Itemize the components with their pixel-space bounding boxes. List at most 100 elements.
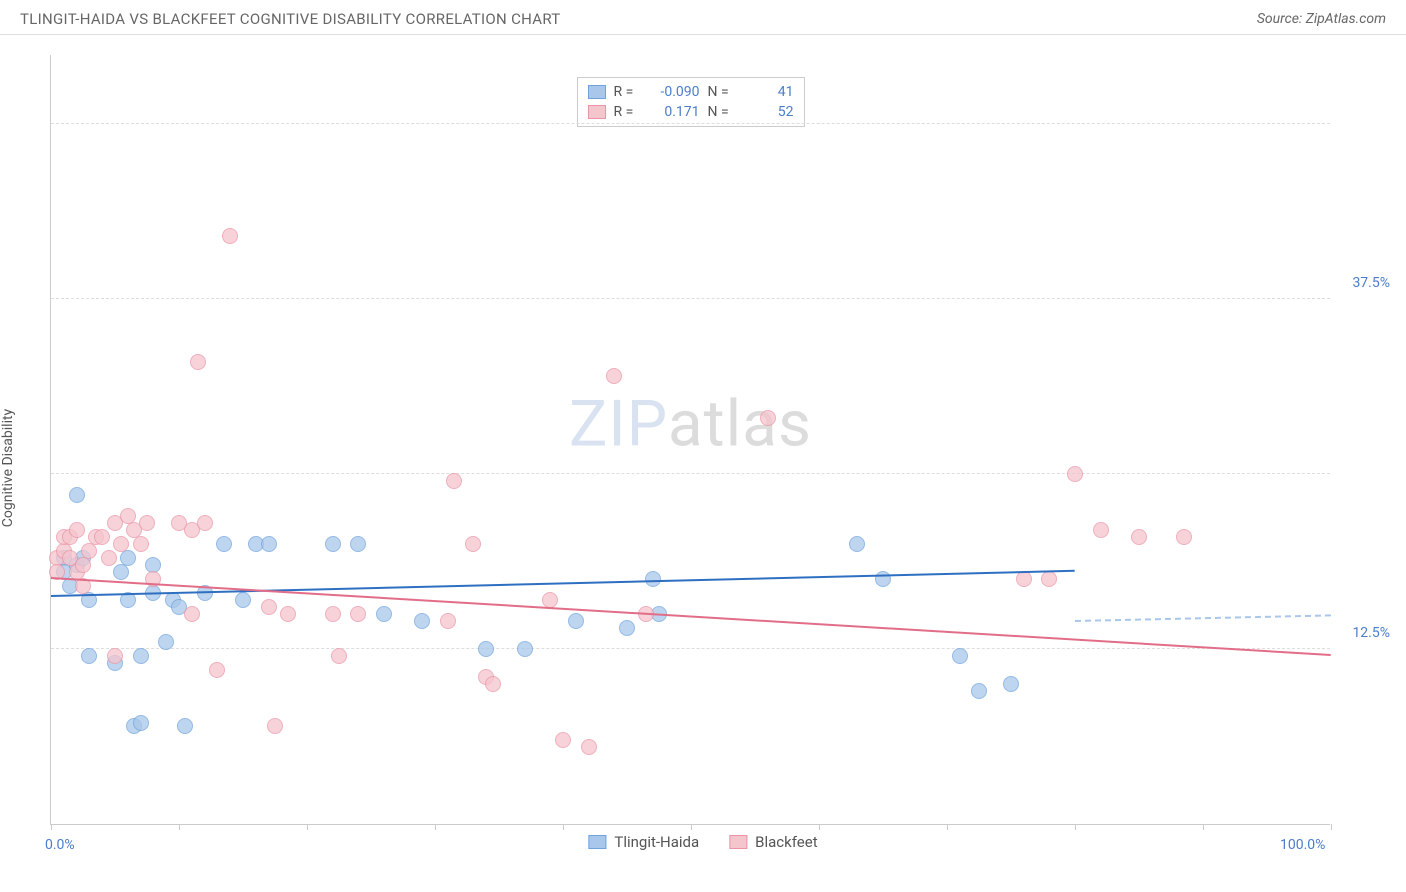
data-point: [158, 634, 174, 650]
watermark-part1: ZIP: [569, 387, 668, 462]
data-point: [216, 536, 232, 552]
data-point: [261, 599, 277, 615]
x-tick: [691, 824, 692, 830]
data-point: [235, 592, 251, 608]
trend-line-dashed: [1075, 615, 1331, 623]
legend-r-value: 0.171: [650, 104, 700, 120]
x-tick: [819, 824, 820, 830]
legend-row: R = -0.090 N = 41: [588, 82, 794, 102]
x-tick: [307, 824, 308, 830]
data-point: [184, 606, 200, 622]
correlation-legend: R = -0.090 N = 41 R = 0.171 N = 52: [577, 77, 805, 127]
chart-header: TLINGIT-HAIDA VS BLACKFEET COGNITIVE DIS…: [0, 0, 1406, 35]
legend-row: R = 0.171 N = 52: [588, 102, 794, 122]
data-point: [619, 620, 635, 636]
data-point: [478, 641, 494, 657]
x-tick-label: 100.0%: [1280, 837, 1325, 853]
x-tick: [51, 824, 52, 830]
x-tick-label: 0.0%: [45, 837, 75, 853]
data-point: [376, 606, 392, 622]
legend-swatch: [588, 85, 606, 99]
data-point: [414, 613, 430, 629]
data-point: [971, 683, 987, 699]
gridline: [51, 298, 1330, 299]
x-tick: [1203, 824, 1204, 830]
data-point: [209, 662, 225, 678]
legend-series-name: Blackfeet: [755, 833, 817, 851]
data-point: [113, 536, 129, 552]
data-point: [197, 515, 213, 531]
x-tick: [947, 824, 948, 830]
data-point: [1016, 571, 1032, 587]
gridline: [51, 648, 1330, 649]
data-point: [190, 354, 206, 370]
data-point: [1041, 571, 1057, 587]
watermark-part2: atlas: [668, 387, 812, 462]
data-point: [645, 571, 661, 587]
gridline: [51, 473, 1330, 474]
legend-swatch: [729, 835, 747, 849]
legend-n-label: N =: [708, 104, 736, 120]
y-tick-label: 37.5%: [1352, 275, 1390, 291]
x-tick: [1075, 824, 1076, 830]
data-point: [177, 718, 193, 734]
legend-item: Tlingit-Haida: [588, 833, 699, 851]
data-point: [280, 606, 296, 622]
data-point: [555, 732, 571, 748]
chart-title: TLINGIT-HAIDA VS BLACKFEET COGNITIVE DIS…: [20, 10, 561, 28]
data-point: [1093, 522, 1109, 538]
data-point: [75, 557, 91, 573]
x-tick: [1331, 824, 1332, 830]
legend-n-label: N =: [708, 84, 736, 100]
data-point: [107, 648, 123, 664]
y-axis-label: Cognitive Disability: [0, 409, 16, 527]
legend-swatch: [588, 105, 606, 119]
data-point: [568, 613, 584, 629]
data-point: [222, 228, 238, 244]
data-point: [81, 543, 97, 559]
data-point: [1176, 529, 1192, 545]
data-point: [101, 550, 117, 566]
data-point: [325, 536, 341, 552]
chart-wrapper: Cognitive Disability ZIPatlas R = -0.090 N…: [0, 35, 1406, 885]
data-point: [133, 715, 149, 731]
data-point: [261, 536, 277, 552]
data-point: [267, 718, 283, 734]
data-point: [440, 613, 456, 629]
legend-r-value: -0.090: [650, 84, 700, 100]
data-point: [1003, 676, 1019, 692]
trend-line: [51, 570, 1075, 597]
legend-n-value: 41: [744, 84, 794, 100]
legend-swatch: [588, 835, 606, 849]
watermark: ZIPatlas: [569, 387, 812, 462]
data-point: [446, 473, 462, 489]
data-point: [81, 648, 97, 664]
data-point: [517, 641, 533, 657]
chart-source: Source: ZipAtlas.com: [1257, 11, 1386, 27]
data-point: [581, 739, 597, 755]
data-point: [69, 487, 85, 503]
data-point: [139, 515, 155, 531]
legend-r-label: R =: [614, 84, 642, 100]
x-tick: [179, 824, 180, 830]
data-point: [1067, 466, 1083, 482]
data-point: [350, 536, 366, 552]
data-point: [542, 592, 558, 608]
legend-series-name: Tlingit-Haida: [614, 833, 699, 851]
data-point: [952, 648, 968, 664]
series-legend: Tlingit-Haida Blackfeet: [588, 833, 817, 851]
y-tick-label: 12.5%: [1352, 625, 1390, 641]
trend-line: [51, 577, 1331, 656]
data-point: [1131, 529, 1147, 545]
gridline: [51, 123, 1330, 124]
legend-r-label: R =: [614, 104, 642, 120]
data-point: [350, 606, 366, 622]
data-point: [69, 522, 85, 538]
data-point: [133, 648, 149, 664]
data-point: [849, 536, 865, 552]
data-point: [113, 564, 129, 580]
data-point: [133, 536, 149, 552]
data-point: [485, 676, 501, 692]
data-point: [325, 606, 341, 622]
legend-n-value: 52: [744, 104, 794, 120]
